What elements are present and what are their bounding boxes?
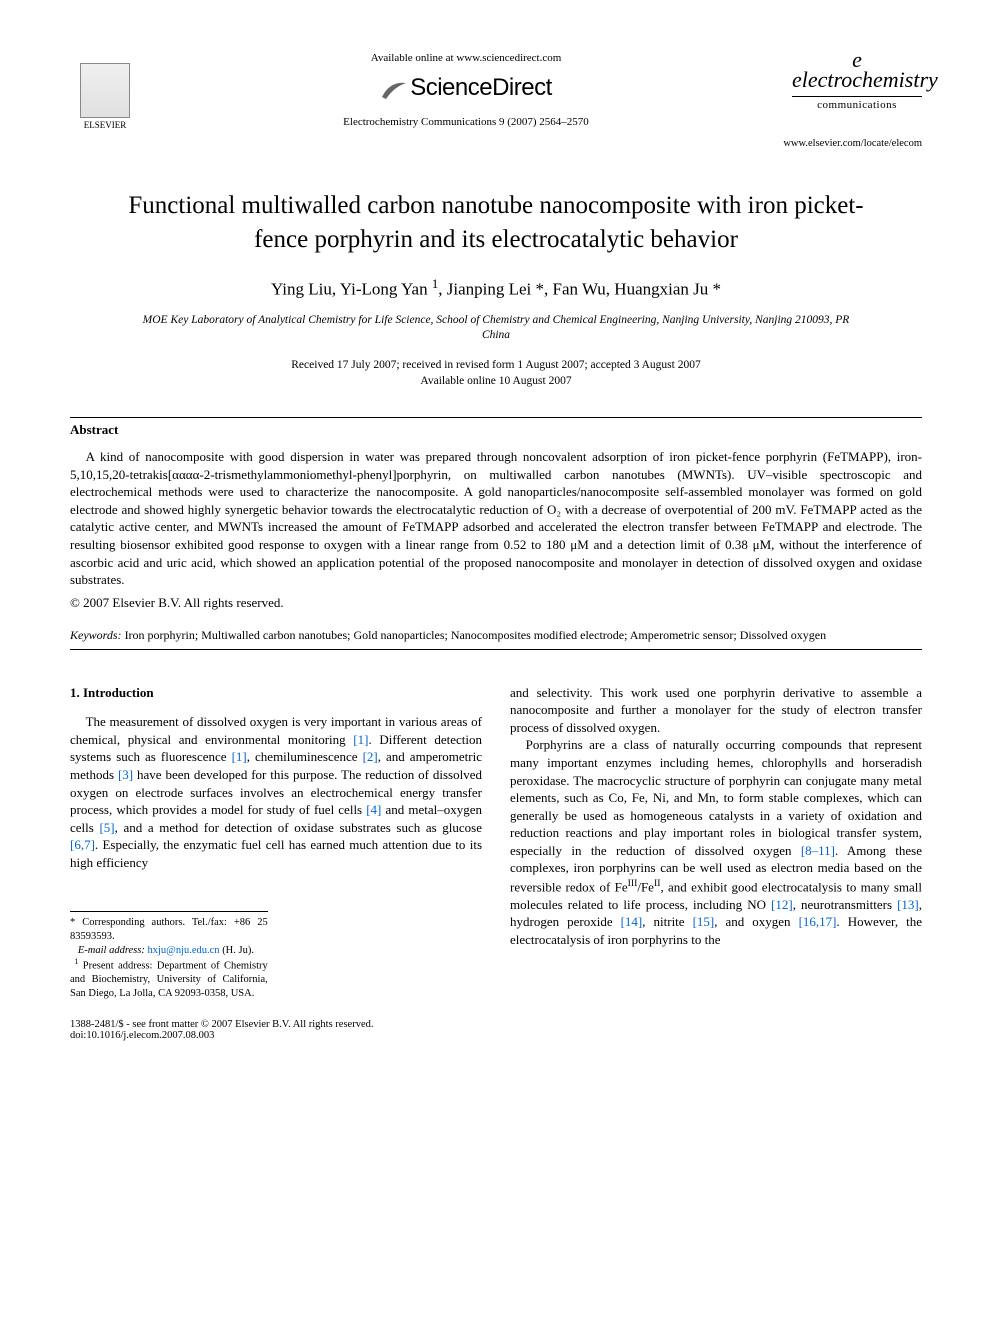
ref-12[interactable]: [12]: [771, 897, 793, 912]
body-columns: 1. Introduction The measurement of disso…: [70, 684, 922, 1001]
footnote-corresponding: * Corresponding authors. Tel./fax: +86 2…: [70, 916, 268, 943]
abstract-body: A kind of nanocomposite with good disper…: [70, 448, 922, 588]
abstract-text: A kind of nanocomposite with good disper…: [70, 448, 922, 588]
journal-brand-logo: e electrochemistry communications: [792, 50, 922, 111]
footnote-present-text: Present address: Department of Chemistry…: [70, 961, 268, 999]
footer-doi: doi:10.1016/j.elecom.2007.08.003: [70, 1030, 214, 1041]
ref-1a[interactable]: [1]: [353, 732, 368, 747]
received-date: Received 17 July 2007; received in revis…: [291, 359, 700, 371]
ref-4[interactable]: [4]: [366, 802, 381, 817]
footer-issn-line: 1388-2481/$ - see front matter © 2007 El…: [70, 1019, 373, 1030]
footnote-present-address: 1 Present address: Department of Chemist…: [70, 957, 268, 1000]
ref-2[interactable]: [2]: [363, 749, 378, 764]
elsevier-label: ELSEVIER: [84, 120, 127, 130]
journal-script-name: e electrochemistry: [792, 50, 922, 90]
intro-paragraph-2: Porphyrins are a class of naturally occu…: [510, 736, 922, 948]
journal-sub-name: communications: [792, 96, 922, 111]
ref-13[interactable]: [13]: [897, 897, 919, 912]
abstract-heading: Abstract: [70, 422, 922, 438]
keywords-label: Keywords:: [70, 628, 122, 642]
intro-paragraph-1: The measurement of dissolved oxygen is v…: [70, 713, 482, 871]
page-footer: 1388-2481/$ - see front matter © 2007 El…: [70, 1019, 922, 1041]
sciencedirect-swoosh-icon: [380, 77, 408, 101]
available-online-text: Available online at www.sciencedirect.co…: [140, 52, 792, 64]
elsevier-tree-icon: [80, 63, 130, 118]
abstract-copyright: © 2007 Elsevier B.V. All rights reserved…: [70, 595, 922, 611]
online-date: Available online 10 August 2007: [420, 375, 571, 387]
article-dates: Received 17 July 2007; received in revis…: [70, 357, 922, 389]
ref-14[interactable]: [14]: [621, 914, 643, 929]
header-center: Available online at www.sciencedirect.co…: [140, 50, 792, 128]
divider-bottom: [70, 649, 922, 650]
keywords-block: Keywords: Iron porphyrin; Multiwalled ca…: [70, 627, 922, 643]
ref-6-7[interactable]: [6,7]: [70, 837, 95, 852]
ref-5[interactable]: [5]: [99, 820, 114, 835]
footnote-corresponding-text: Corresponding authors. Tel./fax: +86 25 …: [70, 917, 268, 942]
corresponding-email-link[interactable]: hxju@nju.edu.cn: [147, 945, 219, 956]
footnote-email-label: E-mail address:: [78, 945, 145, 956]
footer-left: 1388-2481/$ - see front matter © 2007 El…: [70, 1019, 373, 1041]
journal-header: ELSEVIER Available online at www.science…: [70, 50, 922, 130]
journal-citation-line: Electrochemistry Communications 9 (2007)…: [140, 116, 792, 128]
keywords-text: Iron porphyrin; Multiwalled carbon nanot…: [122, 628, 827, 642]
column-left: 1. Introduction The measurement of disso…: [70, 684, 482, 1001]
ref-15[interactable]: [15]: [693, 914, 715, 929]
section-1-heading: 1. Introduction: [70, 684, 482, 702]
ref-16-17[interactable]: [16,17]: [799, 914, 837, 929]
footnotes: * Corresponding authors. Tel./fax: +86 2…: [70, 911, 268, 1000]
elsevier-logo: ELSEVIER: [70, 50, 140, 130]
authors-line: Ying Liu, Yi-Long Yan 1, Jianping Lei *,…: [70, 277, 922, 300]
ref-3[interactable]: [3]: [118, 767, 133, 782]
footnote-email: E-mail address: hxju@nju.edu.cn (H. Ju).: [70, 944, 268, 958]
footnote-email-suffix: (H. Ju).: [220, 945, 254, 956]
ref-8-11[interactable]: [8–11]: [801, 843, 835, 858]
locate-url[interactable]: www.elsevier.com/locate/elecom: [70, 138, 922, 149]
journal-script-main: electrochemistry: [792, 67, 938, 92]
sciencedirect-logo: ScienceDirect: [140, 74, 792, 102]
article-title: Functional multiwalled carbon nanotube n…: [110, 189, 882, 257]
ref-1b[interactable]: [1]: [232, 749, 247, 764]
intro-continuation: and selectivity. This work used one porp…: [510, 684, 922, 737]
divider-top: [70, 417, 922, 418]
sciencedirect-text: ScienceDirect: [410, 74, 552, 101]
affiliation: MOE Key Laboratory of Analytical Chemist…: [130, 313, 862, 343]
column-right: and selectivity. This work used one porp…: [510, 684, 922, 1001]
